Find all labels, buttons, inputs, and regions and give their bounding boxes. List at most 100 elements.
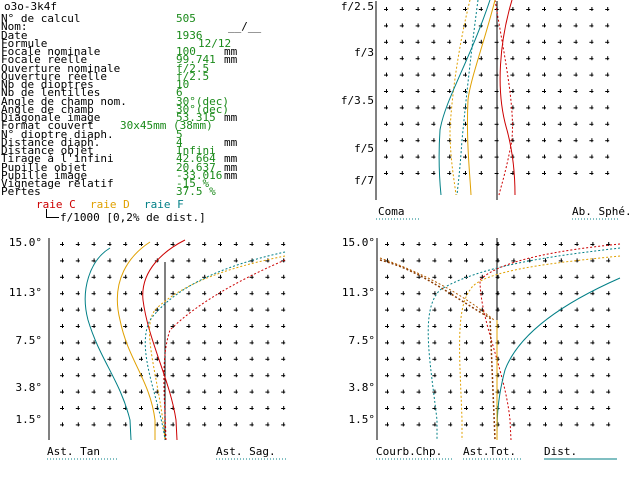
grid-plus <box>75 293 80 295</box>
grid-plus <box>265 276 270 278</box>
parameter-label: Format couvert <box>1 119 94 133</box>
parameter-value: 30°(dec) <box>176 102 229 116</box>
grid-plus <box>543 358 547 360</box>
grid-plus <box>590 342 595 344</box>
parameter-label: Diagonale image <box>1 111 101 124</box>
grid-plus <box>543 391 547 393</box>
axis-tick-label: 7.5° <box>348 334 376 347</box>
grid-plus <box>606 391 611 393</box>
grid-plus <box>510 9 515 10</box>
parameter-row: Date 1936 <box>0 28 330 42</box>
parameter-unit: mm <box>224 111 238 124</box>
grid-plus <box>202 358 207 360</box>
legend-raie-c: raie C <box>36 198 76 211</box>
grid-plus <box>415 25 420 27</box>
grid-plus <box>416 424 421 426</box>
grid-plus <box>557 156 562 158</box>
aberration-curve <box>496 277 621 441</box>
grid-plus <box>400 260 405 262</box>
grid-plus <box>218 276 222 278</box>
grid-plus <box>431 140 436 142</box>
grid-plus <box>574 375 579 377</box>
grid-plus <box>510 25 515 27</box>
grid-plus <box>60 358 64 360</box>
grid-plus <box>400 309 405 311</box>
parameter-unit: mm <box>224 45 238 58</box>
parameter-row: Pupille image -33.016 mm <box>0 168 330 182</box>
sagittal-astigmatism-label: Ast. Sag. <box>216 445 276 458</box>
grid-plus <box>154 358 159 360</box>
grid-plus <box>399 25 404 27</box>
grid-plus <box>202 408 207 409</box>
grid-plus <box>574 408 579 409</box>
grid-plus <box>543 293 547 295</box>
grid-plus <box>249 391 254 393</box>
grid-plus <box>574 424 579 426</box>
grid-plus <box>447 91 452 92</box>
file-title: o3o-3k4f <box>4 0 57 13</box>
grid-plus <box>139 342 143 344</box>
axis-tick-label: f/3.5 <box>340 94 374 107</box>
grid-plus <box>574 358 579 360</box>
grid-plus <box>447 173 452 174</box>
grid-plus <box>590 375 595 377</box>
scale-bar-icon <box>46 209 59 218</box>
grid-plus <box>233 293 238 295</box>
grid-plus <box>154 375 159 377</box>
grid-plus <box>479 391 484 393</box>
grid-plus <box>186 342 191 344</box>
grid-plus <box>249 293 254 295</box>
parameter-label: Distance objet <box>1 144 94 157</box>
grid-plus <box>447 58 452 60</box>
grid-plus <box>606 309 611 311</box>
parameter-label: Nom: <box>1 20 28 34</box>
grid-plus <box>464 375 468 377</box>
grid-plus <box>464 391 468 393</box>
grid-plus <box>399 107 404 109</box>
grid-plus <box>265 424 270 426</box>
parameter-row: Angle de champ 30°(dec) <box>0 102 330 116</box>
grid-plus <box>75 326 80 327</box>
grid-plus <box>432 244 437 245</box>
grid-plus <box>431 156 436 158</box>
grid-plus <box>478 9 483 10</box>
parameter-label: Nb de dioptres <box>1 78 94 91</box>
parameter-value: 30°(dec) <box>176 94 229 108</box>
grid-plus <box>400 244 405 245</box>
grid-plus <box>139 276 143 278</box>
grid-plus <box>590 424 595 426</box>
grid-plus <box>186 293 191 295</box>
grid-plus <box>605 107 610 109</box>
grid-plus <box>432 342 437 344</box>
grid-plus <box>107 293 112 295</box>
grid-plus <box>447 107 452 109</box>
grid-plus <box>526 123 531 125</box>
grid-plus <box>202 309 207 311</box>
grid-plus <box>543 276 547 278</box>
grid-plus <box>606 326 611 327</box>
grid-plus <box>605 91 610 92</box>
grid-plus <box>399 41 404 43</box>
grid-plus <box>432 424 437 426</box>
grid-plus <box>463 173 467 174</box>
parameter-row: Formule 12/12 <box>0 38 330 49</box>
grid-plus <box>479 342 484 344</box>
grid-plus <box>400 293 405 295</box>
grid-plus <box>557 25 562 27</box>
parameter-value: 1936 <box>176 28 203 42</box>
grid-plus <box>202 293 207 295</box>
grid-plus <box>385 424 389 426</box>
grid-plus <box>416 375 421 377</box>
grid-plus <box>573 25 578 27</box>
grid-plus <box>281 309 286 311</box>
parameter-unit: mm <box>224 168 238 182</box>
grid-plus <box>448 424 453 426</box>
grid-plus <box>447 25 452 27</box>
grid-plus <box>605 156 610 158</box>
axis-tick-label: 7.5° <box>15 334 43 347</box>
grid-plus <box>589 173 594 174</box>
grid-plus <box>606 342 611 344</box>
grid-plus <box>495 375 500 377</box>
grid-plus <box>543 244 547 245</box>
grid-plus <box>218 358 222 360</box>
